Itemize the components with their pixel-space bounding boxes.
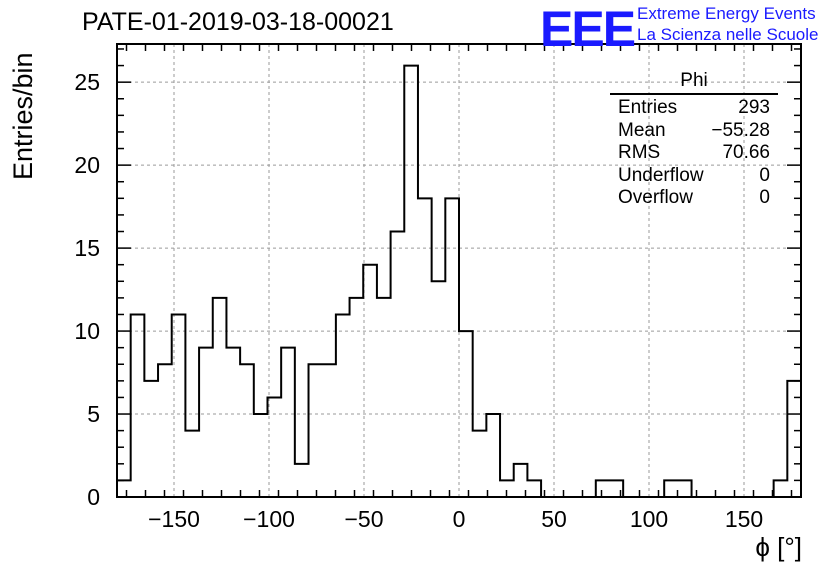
stats-box-title: Phi — [610, 70, 778, 95]
histogram-bin — [254, 414, 268, 497]
histogram-bin — [226, 348, 240, 497]
histogram-bin — [678, 480, 692, 497]
histogram-bin — [486, 414, 500, 497]
histogram-bin — [774, 480, 788, 497]
y-tick-label: 5 — [87, 401, 100, 427]
stats-row-mean: Mean −55.28 — [610, 120, 778, 143]
stats-box: Phi Entries 293 Mean −55.28 RMS 70.66 Un… — [610, 70, 778, 210]
stats-value: 0 — [759, 187, 770, 209]
stats-value: −55.28 — [711, 119, 770, 141]
histogram-bin — [350, 298, 364, 497]
histogram-bin — [117, 480, 131, 497]
y-tick-label: 10 — [74, 318, 100, 344]
histogram-bin — [336, 314, 350, 497]
histogram-series-line — [116, 64, 802, 498]
stats-value: 0 — [759, 164, 770, 186]
stats-row-underflow: Underflow 0 — [610, 165, 778, 188]
histogram-bin — [432, 281, 446, 497]
histogram-bin — [185, 431, 199, 497]
x-tick-label: 50 — [541, 506, 567, 532]
y-tick-label: 0 — [87, 484, 100, 510]
stats-value: 293 — [738, 97, 770, 118]
stats-row-overflow: Overflow 0 — [610, 187, 778, 210]
logo-text-line-1: Extreme Energy Events — [637, 4, 816, 23]
x-axis-label: ϕ [°] — [755, 532, 802, 562]
plot-frame — [116, 43, 802, 498]
histogram-bin — [144, 381, 158, 497]
x-tick-label: −150 — [148, 506, 200, 532]
histogram-bin — [131, 314, 145, 497]
histogram-bin — [445, 198, 459, 497]
histogram-bin — [199, 348, 213, 497]
histogram-bin — [309, 364, 323, 497]
histogram-bin — [664, 480, 678, 497]
histogram-bin — [363, 265, 377, 497]
histogram-bin — [473, 431, 487, 497]
stats-label: Mean — [618, 119, 666, 141]
stats-label: Underflow — [618, 164, 704, 186]
logo-text-line-2: La Scienza nelle Scuole — [637, 25, 819, 44]
x-tick-label: 100 — [630, 506, 668, 532]
histogram-bin — [787, 381, 801, 497]
stats-row-rms: RMS 70.66 — [610, 142, 778, 165]
histogram-bin — [213, 298, 227, 497]
histogram-bin — [281, 348, 295, 497]
histogram-bin — [404, 66, 418, 497]
histogram-bin — [527, 480, 541, 497]
stats-value: 70.66 — [722, 142, 770, 164]
x-tick-label: 0 — [453, 506, 466, 532]
stats-label: Entries — [618, 97, 678, 118]
stats-row-entries: Entries 293 — [610, 97, 778, 120]
y-axis-label: Entries/bin — [8, 52, 38, 180]
stats-label: Overflow — [618, 187, 693, 209]
histogram-bin — [240, 364, 254, 497]
histogram-bin — [377, 298, 391, 497]
histogram-bin — [322, 364, 336, 497]
histogram-bin — [391, 232, 405, 497]
x-tick-label: −100 — [243, 506, 295, 532]
chart-title: PATE-01-2019-03-18-00021 — [82, 8, 394, 36]
stats-label: RMS — [618, 142, 661, 164]
y-tick-label: 20 — [74, 152, 100, 178]
histogram-bin — [267, 397, 281, 497]
histogram-bin — [596, 480, 610, 497]
x-tick-label: −50 — [344, 506, 383, 532]
eee-logo: EEE — [540, 1, 636, 57]
x-tick-label: 150 — [725, 506, 763, 532]
histogram-bin — [158, 364, 172, 497]
y-tick-label: 25 — [74, 69, 100, 95]
histogram-bin — [418, 198, 432, 497]
y-tick-label: 15 — [74, 235, 100, 261]
